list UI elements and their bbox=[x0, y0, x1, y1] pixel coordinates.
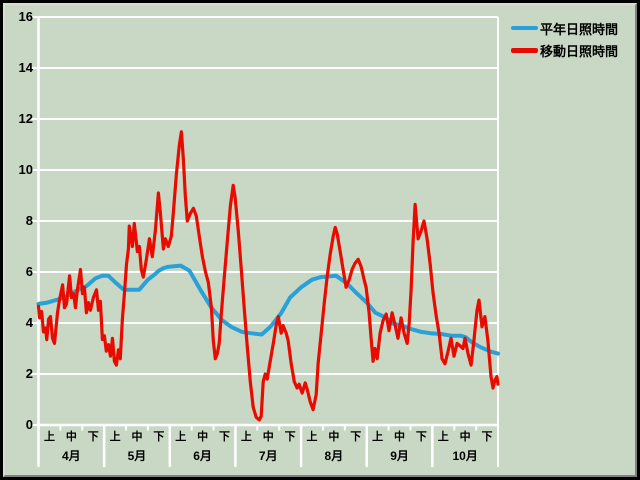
decade-label: 下 bbox=[481, 431, 493, 443]
decade-label: 中 bbox=[262, 431, 274, 443]
decade-label: 中 bbox=[65, 431, 77, 443]
y-tick-label: 16 bbox=[18, 9, 33, 24]
decade-label: 下 bbox=[153, 431, 165, 443]
decade-label: 中 bbox=[394, 431, 406, 443]
decade-label: 中 bbox=[131, 431, 143, 443]
y-tick-label: 6 bbox=[25, 264, 33, 279]
decade-label: 上 bbox=[306, 431, 318, 443]
moving-sunshine-line-swatch bbox=[511, 47, 538, 53]
decade-label: 下 bbox=[218, 431, 230, 443]
month-label: 7月 bbox=[258, 449, 278, 463]
legend-item-moving-sunshine: 移動日照時間 bbox=[511, 43, 619, 59]
decade-label: 上 bbox=[240, 431, 252, 443]
normal-sunshine-line-swatch bbox=[511, 26, 538, 30]
decade-label: 下 bbox=[415, 431, 427, 443]
y-tick-label: 12 bbox=[18, 111, 33, 126]
decade-label: 上 bbox=[175, 431, 187, 443]
decade-label: 中 bbox=[459, 431, 471, 443]
legend-item-normal-sunshine: 平年日照時間 bbox=[511, 21, 619, 37]
moving-sunshine-line bbox=[36, 130, 500, 422]
month-label: 9月 bbox=[390, 449, 409, 463]
month-label: 8月 bbox=[324, 449, 344, 463]
legend-label-moving-sunshine: 移動日照時間 bbox=[540, 43, 619, 59]
legend: 平年日照時間 移動日照時間 bbox=[511, 21, 618, 65]
decade-label: 上 bbox=[372, 431, 384, 443]
month-label: 10月 bbox=[452, 449, 478, 463]
decade-label: 上 bbox=[437, 431, 449, 443]
month-label: 5月 bbox=[127, 449, 147, 463]
decade-label: 上 bbox=[43, 431, 55, 443]
legend-label-normal-sunshine: 平年日照時間 bbox=[540, 21, 619, 37]
y-tick-label: 10 bbox=[18, 162, 33, 177]
decade-label: 中 bbox=[197, 431, 209, 443]
decade-label: 中 bbox=[328, 431, 340, 443]
y-tick-label: 8 bbox=[25, 213, 33, 228]
month-label: 6月 bbox=[193, 449, 212, 463]
y-tick-label: 0 bbox=[25, 417, 33, 432]
y-tick-label: 4 bbox=[25, 315, 33, 330]
decade-label: 下 bbox=[284, 431, 296, 443]
decade-label: 下 bbox=[350, 431, 362, 443]
month-label: 4月 bbox=[61, 449, 81, 463]
normal-sunshine-line bbox=[36, 263, 500, 356]
decade-label: 上 bbox=[109, 431, 121, 443]
y-tick-label: 2 bbox=[25, 366, 33, 381]
y-tick-label: 14 bbox=[18, 60, 33, 75]
decade-label: 下 bbox=[87, 431, 99, 443]
